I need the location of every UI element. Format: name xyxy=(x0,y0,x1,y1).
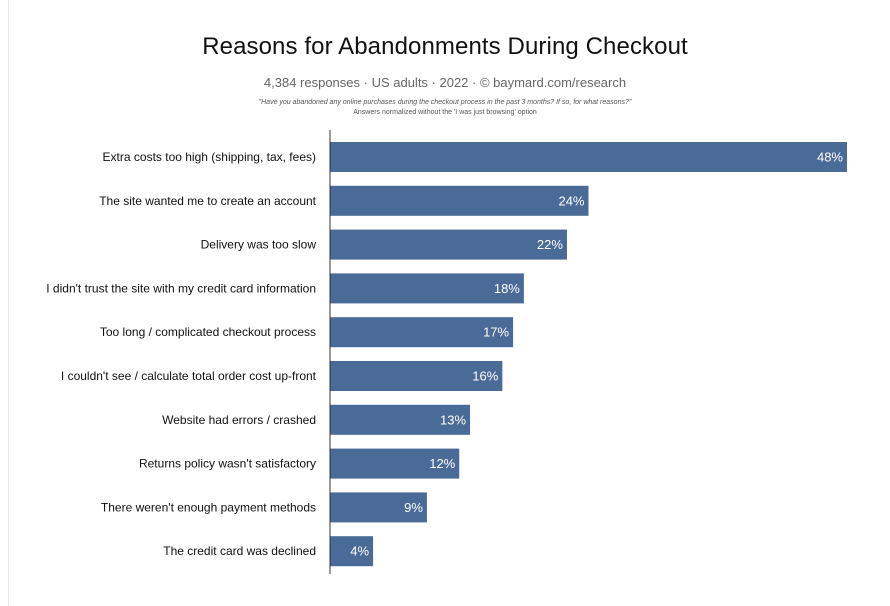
bar-2 xyxy=(330,185,589,216)
bar-6 xyxy=(330,361,503,391)
category-label-8: Returns policy wasn't satisfactory xyxy=(139,457,316,471)
category-label-10: The credit card was declined xyxy=(163,544,316,558)
value-label-2: 24% xyxy=(558,193,584,208)
bar-7 xyxy=(330,404,471,435)
bar-3 xyxy=(330,229,567,260)
value-label-3: 22% xyxy=(537,237,563,252)
chart-title: Reasons for Abandonments During Checkout xyxy=(202,33,688,60)
value-label-4: 18% xyxy=(494,281,520,296)
value-label-5: 17% xyxy=(483,325,509,340)
category-label-4: I didn't trust the site with my credit c… xyxy=(46,281,316,295)
category-label-2: The site wanted me to create an account xyxy=(99,194,316,208)
survey-question: "Have you abandoned any online purchases… xyxy=(258,99,632,106)
bar-9 xyxy=(330,492,427,523)
normalization-note: Answers normalized without the 'I was ju… xyxy=(353,109,537,116)
chart-subtitle: 4,384 responses · US adults · 2022 · © b… xyxy=(263,75,627,90)
page-left-rule xyxy=(8,0,9,606)
bar-4 xyxy=(330,273,524,304)
bar-8 xyxy=(330,448,460,479)
bars-layer: Extra costs too high (shipping, tax, fee… xyxy=(46,142,847,567)
category-label-5: Too long / complicated checkout process xyxy=(100,325,316,339)
category-label-7: Website had errors / crashed xyxy=(162,413,316,427)
bar-5 xyxy=(330,317,514,348)
value-label-8: 12% xyxy=(429,456,455,471)
value-label-6: 16% xyxy=(472,369,498,384)
value-label-10: 4% xyxy=(350,544,369,559)
category-label-1: Extra costs too high (shipping, tax, fee… xyxy=(103,150,316,164)
category-label-3: Delivery was too slow xyxy=(201,238,317,252)
value-label-1: 48% xyxy=(817,150,843,165)
category-label-6: I couldn't see / calculate total order c… xyxy=(61,369,317,383)
value-label-9: 9% xyxy=(404,500,423,515)
category-label-9: There weren't enough payment methods xyxy=(101,500,316,514)
value-label-7: 13% xyxy=(440,412,466,427)
bar-10 xyxy=(330,536,374,567)
bar-1 xyxy=(330,142,847,172)
